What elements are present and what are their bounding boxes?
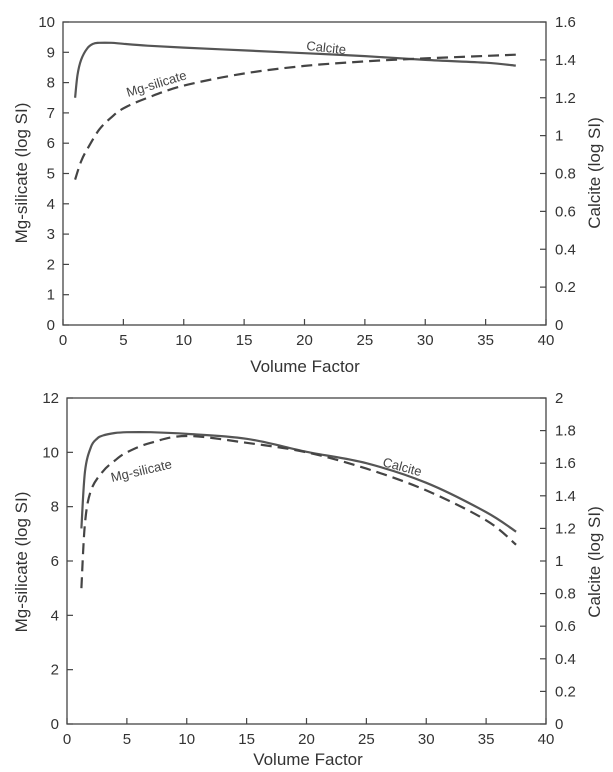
y-left-tick-label: 9 [47,44,55,61]
series-lines-bottom [80,430,517,589]
series-line-calcite [74,41,516,98]
y-right-tick-label: 0.8 [555,166,576,183]
tick-labels-top: 0 5 10 15 20 25 30 35 4001234567891000.20.40.60.… [38,14,576,349]
series-line-calcite [80,430,517,533]
x-tick-label: 10 [178,731,195,748]
y-left-tick-label: 10 [42,444,59,461]
y-left-tick-label: 7 [47,105,55,122]
series-line-mg-silicate [74,53,516,180]
y-right-tick-label: 0.8 [555,586,576,603]
y-left-tick-label: 2 [51,662,59,679]
x-tick-label: 0 [63,731,71,748]
x-tick-label: 40 [538,731,555,748]
x-tick-label: 15 [236,332,253,349]
chart-bottom: 0 5 10 15 20 25 30 35 4002468101200.20.40.60.811… [12,390,604,769]
y-left-tick-label: 6 [47,135,55,152]
y-right-tick-label: 1.4 [555,488,576,505]
y-right-tick-label: 1.4 [555,52,576,69]
x-tick-label: 25 [357,332,374,349]
y-right-tick-label: 2 [555,390,563,407]
x-tick-label: 10 [175,332,192,349]
x-tick-label: 20 [296,332,313,349]
chart-top: 0 5 10 15 20 25 30 35 4001234567891000.20.40.60.… [12,14,604,376]
y-right-tick-label: 0.2 [555,279,576,296]
y-left-tick-label: 8 [47,75,55,92]
y-left-tick-label: 8 [51,499,59,516]
y-left-tick-label: 10 [38,14,55,31]
y-left-tick-label: 4 [51,607,59,624]
x-tick-label: 30 [417,332,434,349]
y-left-tick-label: 0 [47,317,55,334]
y-right-tick-label: 0 [555,716,563,733]
y-left-tick-label: 5 [47,166,55,183]
y-left-axis-title-bottom: Mg-silicate (log SI) [12,492,31,633]
y-left-tick-label: 6 [51,553,59,570]
ticks-top [62,21,547,326]
x-axis-title-top: Volume Factor [250,357,360,376]
x-tick-label: 30 [418,731,435,748]
y-left-tick-label: 3 [47,226,55,243]
y-left-tick-label: 0 [51,716,59,733]
ticks-bottom [66,397,547,725]
y-right-tick-label: 0.2 [555,683,576,700]
series-label-calcite-bottom: Calcite [381,454,423,479]
y-left-tick-label: 2 [47,256,55,273]
y-right-tick-label: 0 [555,317,563,334]
y-right-tick-label: 0.6 [555,618,576,635]
x-tick-label: 35 [478,731,495,748]
y-right-tick-label: 1.6 [555,14,576,31]
x-tick-label: 25 [358,731,375,748]
plot-frame-top [62,21,547,326]
x-tick-label: 0 [59,332,67,349]
y-right-tick-label: 0.4 [555,651,576,668]
x-tick-label: 40 [538,332,555,349]
x-tick-label: 5 [123,731,131,748]
y-right-tick-label: 1.2 [555,90,576,107]
y-right-tick-label: 1 [555,128,563,145]
y-right-tick-label: 0.4 [555,241,576,258]
y-left-axis-title-top: Mg-silicate (log SI) [12,103,31,244]
y-right-tick-label: 1 [555,553,563,570]
x-tick-label: 5 [119,332,127,349]
y-left-tick-label: 1 [47,287,55,304]
y-right-tick-label: 1.6 [555,455,576,472]
x-tick-label: 35 [477,332,494,349]
x-tick-label: 20 [298,731,315,748]
tick-labels-bottom: 0 5 10 15 20 25 30 35 4002468101200.20.40.60.811… [42,390,576,748]
y-left-tick-label: 12 [42,390,59,407]
y-right-tick-label: 0.6 [555,203,576,220]
y-right-axis-title-top: Calcite (log SI) [585,117,604,228]
y-right-tick-label: 1.2 [555,520,576,537]
y-right-axis-title-bottom: Calcite (log SI) [585,506,604,617]
y-right-tick-label: 1.8 [555,423,576,440]
plot-frame-bottom [66,397,547,725]
series-lines-top [74,41,516,180]
series-label-calcite-top: Calcite [306,38,347,57]
series-line-mg-silicate [80,434,517,589]
y-left-tick-label: 4 [47,196,55,213]
x-tick-label: 15 [238,731,255,748]
x-axis-title-bottom: Volume Factor [253,750,363,769]
series-label-mgsilicate-bottom: Mg-silicate [109,456,173,485]
